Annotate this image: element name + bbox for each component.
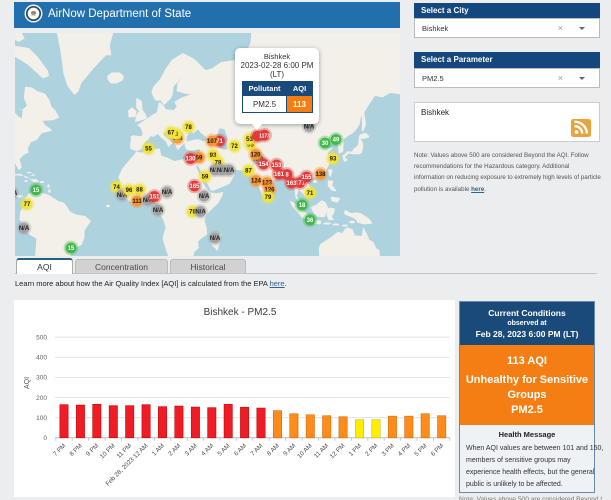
svg-text:N/A: N/A — [253, 157, 264, 163]
svg-text:Bishkek - PM2.5: Bishkek - PM2.5 — [204, 307, 277, 318]
svg-text:120: 120 — [250, 153, 261, 159]
svg-text:1173: 1173 — [259, 133, 270, 139]
svg-text:8 AM: 8 AM — [266, 442, 281, 457]
svg-text:107: 107 — [207, 139, 218, 145]
svg-text:300: 300 — [36, 375, 47, 382]
svg-text:N/A: N/A — [217, 168, 228, 174]
svg-text:AQI: AQI — [24, 377, 31, 389]
svg-text:N/A: N/A — [210, 236, 221, 242]
svg-text:5 PM: 5 PM — [413, 442, 428, 457]
svg-text:7 PM: 7 PM — [52, 442, 67, 457]
svg-text:N/A: N/A — [15, 191, 18, 197]
svg-text:10 PM: 10 PM — [99, 442, 117, 460]
svg-text:55: 55 — [145, 147, 152, 153]
svg-text:500: 500 — [36, 334, 47, 341]
svg-text:130: 130 — [185, 157, 196, 163]
svg-text:88: 88 — [136, 188, 143, 194]
svg-text:163: 163 — [286, 181, 297, 187]
svg-text:111: 111 — [132, 199, 142, 205]
svg-text:1 AM: 1 AM — [151, 442, 166, 457]
svg-text:N/A: N/A — [224, 168, 235, 174]
svg-text:93: 93 — [330, 157, 337, 163]
svg-text:71: 71 — [216, 139, 223, 145]
svg-text:N/A: N/A — [143, 198, 154, 204]
svg-text:123: 123 — [262, 181, 273, 187]
svg-text:5 AM: 5 AM — [217, 442, 232, 457]
svg-text:N/A: N/A — [199, 194, 210, 200]
svg-text:6 AM: 6 AM — [233, 442, 248, 457]
svg-text:71: 71 — [307, 191, 314, 197]
svg-text:153: 153 — [271, 163, 282, 169]
svg-text:67: 67 — [168, 131, 175, 137]
svg-text:2 AM: 2 AM — [167, 442, 182, 457]
svg-text:N/A: N/A — [210, 168, 221, 174]
svg-text:49: 49 — [333, 138, 340, 144]
svg-text:78: 78 — [189, 210, 196, 216]
svg-text:171: 171 — [295, 181, 306, 187]
svg-text:N/A: N/A — [19, 226, 30, 232]
svg-text:138: 138 — [315, 172, 326, 178]
svg-text:126: 126 — [264, 188, 275, 194]
svg-text:200: 200 — [36, 395, 47, 402]
svg-text:78: 78 — [215, 161, 222, 167]
svg-text:87: 87 — [245, 169, 252, 175]
svg-text:36: 36 — [307, 218, 314, 224]
svg-text:12 PM: 12 PM — [329, 442, 347, 460]
svg-text:7 AM: 7 AM — [249, 442, 264, 457]
svg-text:79: 79 — [265, 195, 272, 201]
svg-text:30: 30 — [322, 141, 329, 147]
svg-text:4 PM: 4 PM — [397, 442, 412, 457]
svg-text:161: 161 — [274, 172, 285, 178]
svg-text:N/A: N/A — [162, 190, 173, 196]
svg-text:8: 8 — [285, 173, 289, 179]
svg-text:124: 124 — [251, 179, 262, 185]
svg-text:N/A: N/A — [153, 208, 164, 214]
svg-text:59: 59 — [196, 156, 203, 162]
svg-text:6 PM: 6 PM — [430, 442, 445, 457]
svg-text:59: 59 — [202, 175, 209, 181]
svg-text:53: 53 — [246, 137, 253, 143]
svg-text:93: 93 — [210, 153, 217, 159]
svg-text:72: 72 — [231, 144, 238, 150]
svg-text:0: 0 — [43, 435, 47, 442]
svg-text:4 AM: 4 AM — [200, 442, 215, 457]
svg-text:N/A: N/A — [117, 193, 128, 199]
svg-text:78: 78 — [185, 125, 192, 131]
svg-text:100: 100 — [36, 415, 47, 422]
svg-text:2 PM: 2 PM — [364, 442, 379, 457]
svg-text:1 PM: 1 PM — [348, 442, 363, 457]
svg-text:96: 96 — [126, 188, 133, 194]
svg-text:18: 18 — [299, 203, 306, 209]
svg-text:N/A: N/A — [304, 125, 315, 131]
svg-text:10 AM: 10 AM — [296, 442, 314, 460]
svg-text:55: 55 — [247, 143, 254, 149]
svg-text:15: 15 — [68, 246, 75, 252]
svg-text:3 PM: 3 PM — [380, 442, 395, 457]
svg-text:74: 74 — [113, 185, 120, 191]
svg-text:151: 151 — [149, 195, 160, 201]
svg-text:N/A: N/A — [195, 210, 206, 216]
svg-text:3: 3 — [175, 132, 179, 138]
svg-text:400: 400 — [36, 355, 47, 362]
svg-text:8 PM: 8 PM — [68, 442, 83, 457]
svg-text:3 AM: 3 AM — [184, 442, 199, 457]
svg-text:154: 154 — [258, 162, 269, 168]
svg-text:11 AM: 11 AM — [313, 442, 330, 459]
svg-text:165: 165 — [189, 184, 200, 190]
svg-text:155: 155 — [301, 175, 312, 181]
svg-text:77: 77 — [24, 202, 31, 208]
svg-text:15: 15 — [33, 188, 40, 194]
